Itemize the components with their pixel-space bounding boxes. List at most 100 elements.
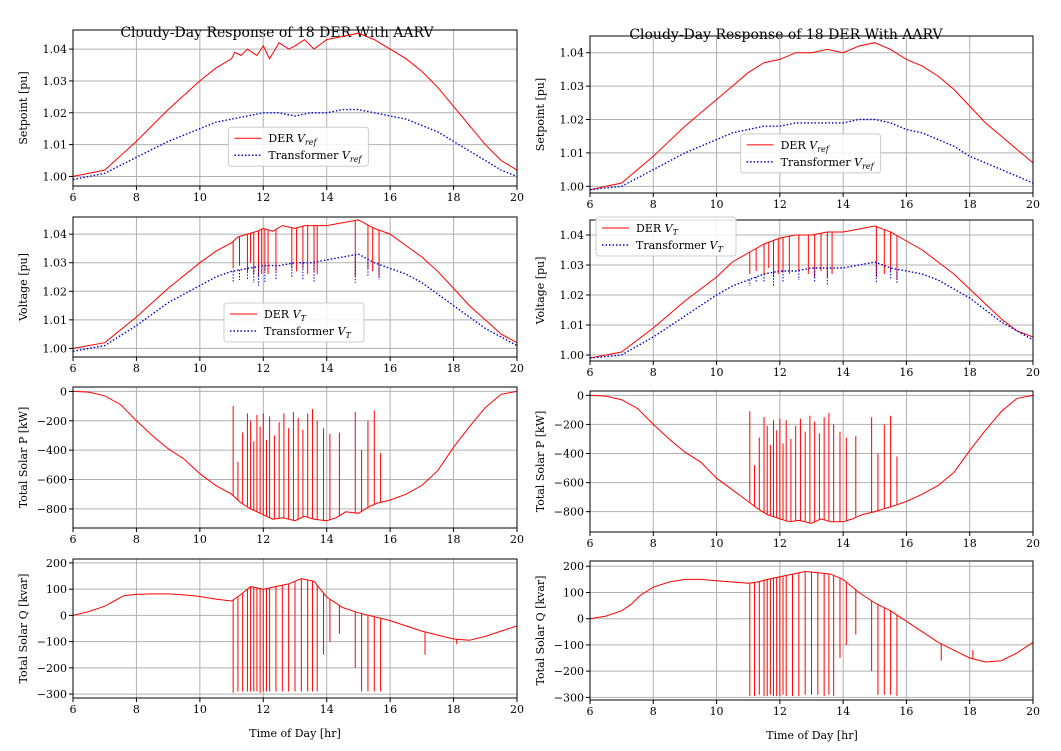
- y-tick-label: 1.03: [43, 257, 68, 270]
- x-tick-label: 14: [320, 533, 334, 546]
- figure-title: Cloudy-Day Response of 18 DER With AARV: [120, 25, 434, 41]
- y-tick-label: 1.01: [560, 319, 585, 332]
- series-line-der: [590, 42, 1033, 191]
- x-tick-label: 16: [899, 705, 913, 718]
- x-axis-label: Time of Day [hr]: [766, 729, 858, 742]
- panel-1: 6 8 10 12 14 16 18 20 1.00 1.01 1.02 1.03 1.04 Setpoi…: [534, 35, 1040, 211]
- x-tick-label: 16: [383, 362, 397, 375]
- x-tick-label: 20: [510, 191, 524, 204]
- x-axis-label: Time of Day [hr]: [249, 727, 341, 740]
- series-line-transformer: [73, 253, 517, 352]
- x-tick-label: 12: [256, 191, 270, 204]
- y-tick-label: 200: [46, 557, 67, 570]
- y-axis-label: Total Solar P [kW]: [534, 411, 547, 513]
- series-line-der: [590, 394, 1033, 524]
- axes-frame: [72, 558, 518, 699]
- series-line-der: [73, 219, 517, 349]
- figure-title: Cloudy-Day Response of 18 DER With AARV: [629, 27, 943, 43]
- legend: DER Vref Transformer Vref: [740, 133, 882, 174]
- figure-1: Cloudy-Day Response of 18 DER With AARV T…: [17, 25, 524, 740]
- y-tick-label: −200: [37, 415, 67, 428]
- x-tick-label: 14: [320, 362, 334, 375]
- y-tick-label: 0: [577, 613, 584, 626]
- y-tick-label: −800: [554, 506, 584, 519]
- legend-label: Transformer VT: [636, 239, 723, 254]
- plot-area: [73, 219, 517, 352]
- series-line-transformer: [590, 118, 1033, 191]
- x-tick-label: 16: [383, 703, 397, 716]
- axes-frame: [589, 35, 1034, 194]
- x-tick-label: 16: [383, 533, 397, 546]
- x-tick-label: 20: [510, 703, 524, 716]
- x-tick-label: 14: [836, 366, 850, 379]
- y-tick-label: −200: [554, 665, 584, 678]
- figure-2: Cloudy-Day Response of 18 DER With AARV T…: [534, 27, 1040, 742]
- legend-label: Transformer VT: [264, 325, 351, 340]
- plot-area: [590, 42, 1033, 191]
- y-tick-label: −100: [554, 639, 584, 652]
- x-tick-label: 12: [256, 533, 270, 546]
- x-tick-label: 18: [447, 362, 461, 375]
- legend-label: Transformer Vref: [781, 156, 876, 171]
- y-tick-label: −300: [37, 688, 67, 701]
- y-axis-label: Total Solar Q [kvar]: [17, 574, 30, 684]
- legend-label-sub: ref: [305, 138, 319, 147]
- legend-label-sub: T: [301, 314, 307, 323]
- series-line-der: [590, 225, 1033, 359]
- x-tick-label: 10: [193, 703, 207, 716]
- axes-frame: [589, 390, 1034, 533]
- axes-frame: [72, 216, 518, 358]
- legend-box: [740, 133, 882, 174]
- legend-label-sub: ref: [350, 155, 364, 164]
- y-tick-label: 1.00: [560, 349, 585, 362]
- x-tick-label: 8: [133, 703, 140, 716]
- legend-label-v: V: [809, 139, 818, 152]
- legend-label-sub: T: [345, 331, 351, 340]
- x-tick-label: 10: [193, 191, 207, 204]
- y-tick-label: 1.02: [43, 107, 68, 120]
- legend-label-text: DER: [264, 308, 293, 321]
- plot-area: [73, 578, 517, 693]
- plot-area: [590, 225, 1033, 359]
- legend: DER Vref Transformer Vref: [227, 126, 369, 167]
- legend-label-text: Transformer: [264, 325, 338, 338]
- legend-label-v: V: [710, 239, 719, 252]
- y-tick-label: 1.02: [43, 285, 68, 298]
- legend-label: DER Vref: [268, 132, 318, 147]
- x-tick-label: 12: [256, 362, 270, 375]
- x-tick-label: 20: [1026, 705, 1040, 718]
- x-tick-label: 8: [133, 533, 140, 546]
- y-tick-label: 1.03: [43, 75, 68, 88]
- y-tick-label: 0: [577, 389, 584, 402]
- x-tick-label: 18: [963, 366, 977, 379]
- panel-4: 6 8 10 12 14 16 18 20 200 100 0 −100 −200 −300 Total S…: [17, 557, 524, 716]
- y-tick-label: −600: [554, 477, 584, 490]
- x-tick-label: 20: [1026, 366, 1040, 379]
- x-tick-label: 14: [320, 191, 334, 204]
- y-tick-label: −100: [37, 636, 67, 649]
- legend-label-v: V: [342, 149, 351, 162]
- legend-label-text: DER: [636, 222, 665, 235]
- x-tick-label: 20: [1026, 537, 1040, 550]
- y-axis-label: Setpoint [pu]: [17, 71, 30, 144]
- x-tick-label: 12: [773, 198, 787, 211]
- legend-label-text: Transformer: [268, 149, 342, 162]
- y-axis-label: Total Solar P [kW]: [17, 407, 30, 509]
- x-tick-label: 16: [899, 537, 913, 550]
- legend-label: DER Vref: [781, 139, 831, 154]
- x-tick-label: 16: [899, 366, 913, 379]
- y-tick-label: 1.02: [560, 114, 585, 127]
- panel-3: 6 8 10 12 14 16 18 20 0 −200 −400 −600 −800 Total Sol…: [17, 385, 524, 546]
- x-tick-label: 18: [963, 705, 977, 718]
- legend-label-v: V: [293, 308, 302, 321]
- x-tick-label: 20: [510, 533, 524, 546]
- axes-frame: [589, 560, 1034, 701]
- x-tick-label: 8: [650, 705, 657, 718]
- y-tick-label: 200: [563, 560, 584, 573]
- axes-frame: [589, 219, 1034, 362]
- series-line-der: [73, 578, 517, 641]
- axes-frame: [72, 29, 518, 187]
- series-line-transformer: [590, 261, 1033, 359]
